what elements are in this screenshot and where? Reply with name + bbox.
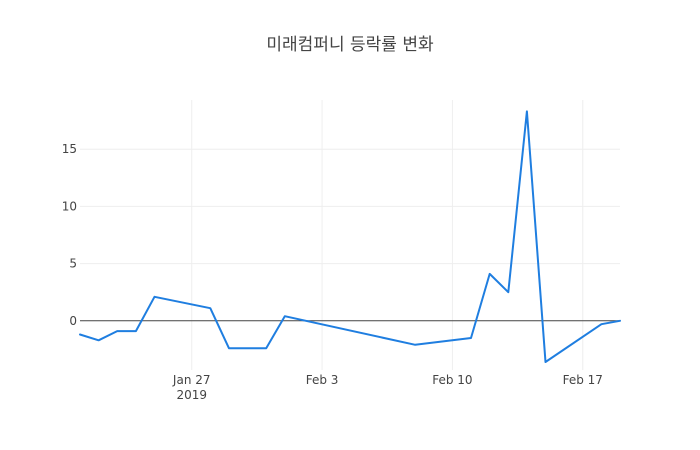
data-point[interactable]: [486, 270, 494, 278]
series-group: [76, 107, 624, 366]
data-point[interactable]: [467, 334, 475, 342]
x-tick-label: Jan 27: [172, 373, 211, 387]
data-point[interactable]: [262, 344, 270, 352]
data-point[interactable]: [504, 288, 512, 296]
data-point[interactable]: [411, 341, 419, 349]
data-point[interactable]: [597, 320, 605, 328]
data-point[interactable]: [150, 293, 158, 301]
data-point[interactable]: [95, 336, 103, 344]
y-tick-label: 15: [62, 142, 77, 156]
data-point[interactable]: [206, 304, 214, 312]
x-tick-label: Feb 10: [432, 373, 472, 387]
x-tick-label: Feb 3: [306, 373, 339, 387]
y-tick-label: 5: [69, 257, 77, 271]
data-point[interactable]: [542, 358, 550, 366]
chart-title: 미래컴퍼니 등락률 변화: [266, 35, 434, 55]
x-axis-ticks: Jan 27 Feb 3 Feb 10 Feb 17 2019: [172, 373, 603, 402]
x-year-label: 2019: [176, 388, 207, 402]
data-point[interactable]: [523, 107, 531, 115]
data-point[interactable]: [616, 317, 624, 325]
data-point[interactable]: [76, 331, 84, 339]
x-tick-label: Feb 17: [563, 373, 603, 387]
y-tick-label: 0: [69, 314, 77, 328]
data-point[interactable]: [225, 344, 233, 352]
data-point[interactable]: [281, 312, 289, 320]
data-point[interactable]: [132, 327, 140, 335]
gridlines: [80, 100, 620, 370]
y-tick-label: 10: [62, 199, 77, 213]
data-point[interactable]: [113, 327, 121, 335]
y-axis-ticks: 0 5 10 15: [62, 142, 77, 328]
series-line: [79, 110, 621, 363]
